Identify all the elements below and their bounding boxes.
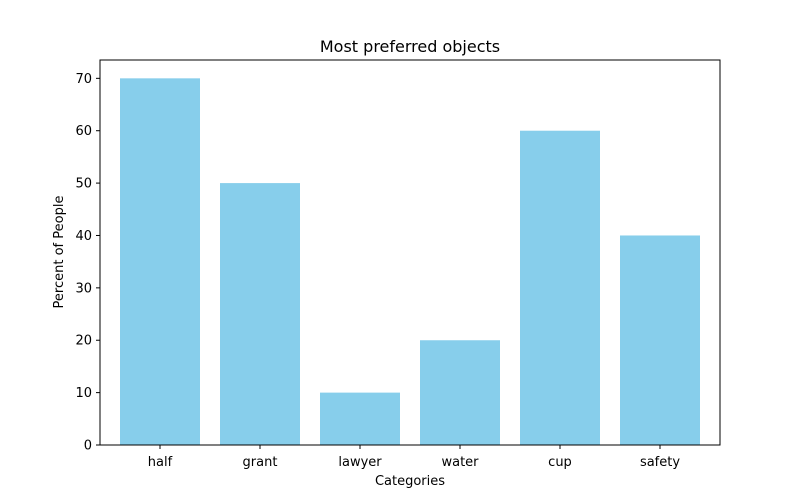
bar-cup (520, 130, 600, 445)
x-axis-label: Categories (375, 474, 445, 489)
y-axis: 0 10 20 30 40 50 60 70 (75, 72, 100, 454)
bar-lawyer (320, 392, 400, 445)
plot-frame (99, 59, 721, 446)
y-tick-label-50: 50 (75, 177, 92, 192)
bar-safety (620, 235, 700, 445)
y-tick-label-0: 0 (84, 439, 92, 454)
y-tick-label-10: 10 (75, 386, 92, 401)
x-axis: half grant lawyer water cup safety (148, 445, 680, 470)
bar-water (420, 340, 500, 445)
x-tick-label-half: half (148, 455, 173, 470)
bar-half (120, 78, 200, 445)
chart-title: Most preferred objects (320, 37, 500, 56)
y-tick-label-60: 60 (75, 124, 92, 139)
bar-grant (220, 183, 300, 445)
x-tick-label-lawyer: lawyer (338, 455, 382, 470)
y-tick-label-20: 20 (75, 334, 92, 349)
x-tick-label-safety: safety (640, 455, 680, 470)
bars-group (120, 78, 700, 445)
y-tick-label-70: 70 (75, 72, 92, 87)
y-tick-label-40: 40 (75, 229, 92, 244)
x-tick-label-water: water (441, 455, 479, 470)
y-axis-label: Percent of People (52, 196, 67, 309)
x-tick-label-grant: grant (243, 455, 278, 470)
x-tick-label-cup: cup (548, 455, 572, 470)
y-tick-label-30: 30 (75, 281, 92, 296)
